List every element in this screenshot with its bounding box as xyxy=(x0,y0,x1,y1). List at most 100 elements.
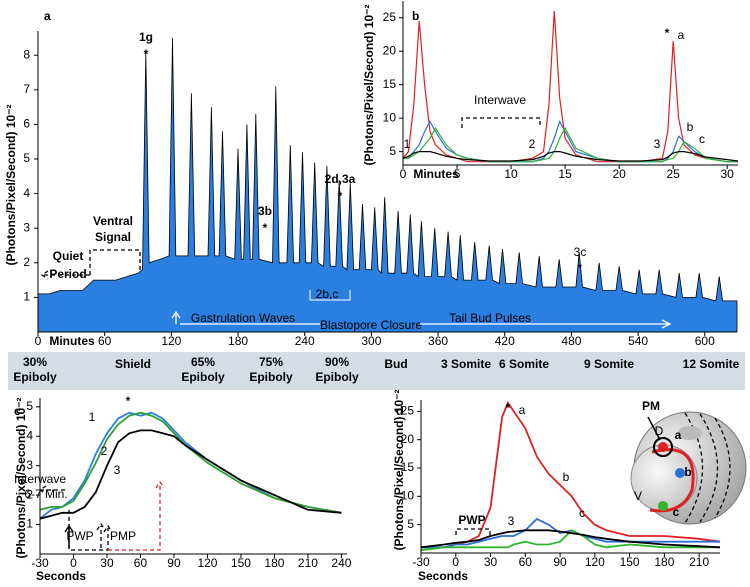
x-tick-label: 0 xyxy=(35,334,42,348)
annotation: PWP xyxy=(66,529,93,543)
decoration xyxy=(64,524,74,548)
line xyxy=(421,517,720,549)
line xyxy=(402,151,739,162)
y-axis-label: (Photons/Pixel/Second) 10⁻² xyxy=(362,4,376,165)
annotation: Period xyxy=(49,267,86,281)
stage-label: 65% xyxy=(191,355,215,369)
y-tick-label: 10 xyxy=(401,489,415,503)
annotation: * xyxy=(578,261,583,275)
annotation: a xyxy=(675,428,682,442)
x-tick-label: 60 xyxy=(98,334,112,348)
x-tick-label: 180 xyxy=(228,334,248,348)
x-tick-label: 360 xyxy=(428,334,448,348)
y-axis-label: (Photons/Pixel/Second) 10⁻² xyxy=(4,104,18,265)
annotation: 2 xyxy=(529,137,536,151)
x-tick-label: 540 xyxy=(628,334,648,348)
annotation: b xyxy=(563,470,570,484)
annotation: c xyxy=(579,506,585,520)
decoration xyxy=(455,528,491,535)
x-tick-label: 240 xyxy=(295,334,315,348)
x-tick-label: 15 xyxy=(558,167,572,181)
line xyxy=(402,10,738,163)
line xyxy=(403,119,738,163)
y-tick-label: 3 xyxy=(26,458,33,472)
x-tick-label: 600 xyxy=(695,334,715,348)
annotation: a xyxy=(678,28,685,42)
decoration xyxy=(108,480,165,551)
x-tick-label: 0 xyxy=(70,556,77,570)
stage-label: 9 Somite xyxy=(584,357,634,371)
stage-label: Epiboly xyxy=(181,370,225,384)
annotation: Signal xyxy=(95,230,131,244)
y-tick-label: 4 xyxy=(23,186,30,200)
decoration xyxy=(38,485,109,551)
x-tick-label: 30 xyxy=(484,555,498,569)
annotation: 1 xyxy=(404,137,411,151)
y-tick-label: 1 xyxy=(26,517,33,531)
x-tick-label: 0 xyxy=(400,167,407,181)
x-tick-label: 180 xyxy=(264,556,284,570)
annotation: Tail Bud Pulses xyxy=(449,311,531,325)
annotation: Ventral xyxy=(93,214,133,228)
y-axis-label: (Photons/Pixel/Second) 10⁻² xyxy=(14,397,28,558)
stage-label: Shield xyxy=(115,357,151,371)
panel-letter: a xyxy=(44,9,51,23)
annotation: * xyxy=(506,401,511,415)
x-tick-label: -30 xyxy=(31,556,49,570)
annotation: * xyxy=(665,26,670,40)
y-tick-label: 15 xyxy=(401,460,415,474)
line xyxy=(421,400,721,549)
annotation: Gastrulation Waves xyxy=(191,311,295,325)
annotation: c xyxy=(673,505,680,519)
x-tick-label: 0 xyxy=(452,555,459,569)
y-tick-label: 25 xyxy=(401,404,415,418)
decoration xyxy=(40,270,90,280)
annotation: * xyxy=(144,47,149,61)
x-tick-label: 300 xyxy=(361,334,381,348)
panel-letter: d xyxy=(396,404,403,418)
x-tick-label: 5 xyxy=(454,167,461,181)
y-tick-label: 4 xyxy=(26,428,33,442)
annotation: PM xyxy=(642,399,660,413)
annotation: D xyxy=(655,424,664,438)
x-tick-label: 120 xyxy=(197,556,217,570)
x-tick-label: 20 xyxy=(612,167,626,181)
annotation: Interwave xyxy=(474,93,526,107)
line xyxy=(39,429,342,520)
x-tick-label: 150 xyxy=(620,555,640,569)
stage-label: 12 Somite xyxy=(683,357,740,371)
annotation: * xyxy=(263,221,268,235)
x-axis-label: Minutes xyxy=(413,167,459,181)
x-tick-label: 240 xyxy=(331,556,351,570)
y-tick-label: 25 xyxy=(383,10,397,24)
x-tick-label: 25 xyxy=(666,167,680,181)
x-tick-label: 480 xyxy=(561,334,581,348)
annotation: V xyxy=(634,489,642,503)
x-tick-label: 10 xyxy=(504,167,518,181)
annotation: * xyxy=(338,189,343,203)
y-tick-label: 5 xyxy=(407,517,414,531)
y-tick-label: 5 xyxy=(26,399,33,413)
stage-label: Epiboly xyxy=(315,370,359,384)
annotation: 2b,c xyxy=(316,287,339,301)
annotation: c xyxy=(699,132,705,146)
x-axis-label: Seconds xyxy=(36,569,86,583)
y-tick-label: 5 xyxy=(23,151,30,165)
x-tick-label: 210 xyxy=(689,555,709,569)
x-axis-label: Minutes xyxy=(49,334,95,348)
annotation: Quiet xyxy=(53,249,84,263)
panel-letter: c xyxy=(14,404,21,418)
x-tick-label: 60 xyxy=(519,555,533,569)
annotation: 3 xyxy=(114,463,121,477)
decoration xyxy=(171,310,672,329)
annotation: 2d,3a xyxy=(325,172,356,186)
x-tick-label: 420 xyxy=(495,334,515,348)
y-tick-label: 7 xyxy=(23,82,30,96)
stage-label: Bud xyxy=(384,357,407,371)
y-tick-label: 15 xyxy=(383,77,397,91)
y-tick-label: 6 xyxy=(23,117,30,131)
embryo-diagram: PM D Va b c xyxy=(630,399,747,525)
decoration xyxy=(89,249,141,275)
y-tick-label: 2 xyxy=(26,487,33,501)
line xyxy=(39,411,342,514)
